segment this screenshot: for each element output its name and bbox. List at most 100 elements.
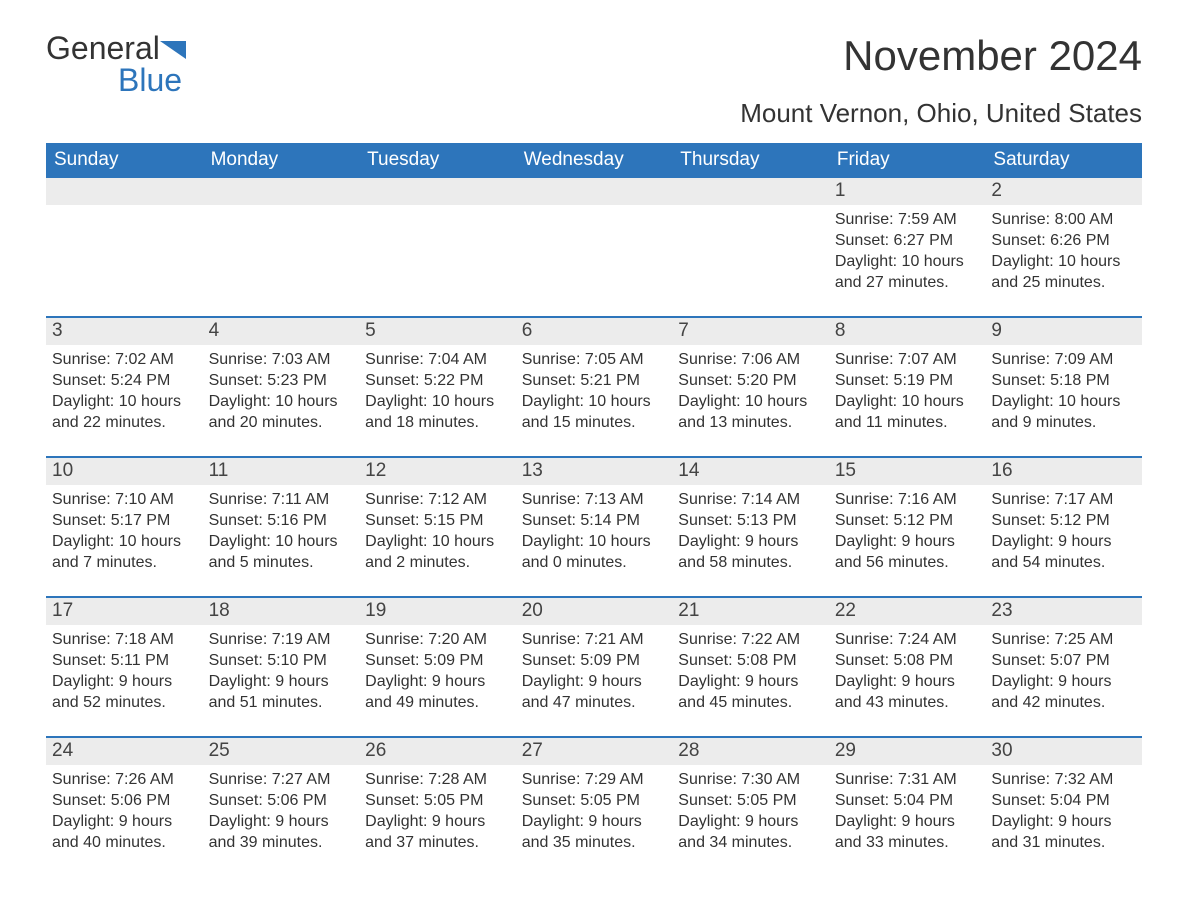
day-number-empty	[46, 178, 203, 205]
day-body: Sunrise: 7:03 AMSunset: 5:23 PMDaylight:…	[203, 345, 360, 439]
month-title: November 2024	[740, 32, 1142, 80]
day-number: 13	[516, 458, 673, 485]
day-body: Sunrise: 7:02 AMSunset: 5:24 PMDaylight:…	[46, 345, 203, 439]
day-number: 12	[359, 458, 516, 485]
day-body: Sunrise: 7:17 AMSunset: 5:12 PMDaylight:…	[985, 485, 1142, 579]
weekday-header: Thursday	[672, 143, 829, 178]
sunset-line: Sunset: 5:16 PM	[209, 510, 354, 531]
day-number: 28	[672, 738, 829, 765]
weekday-header: Tuesday	[359, 143, 516, 178]
sunrise-line: Sunrise: 7:22 AM	[678, 629, 823, 650]
sunrise-line: Sunrise: 7:06 AM	[678, 349, 823, 370]
day-number-empty	[359, 178, 516, 205]
day-body: Sunrise: 7:21 AMSunset: 5:09 PMDaylight:…	[516, 625, 673, 719]
daylight-line: Daylight: 9 hours and 33 minutes.	[835, 811, 980, 853]
day-body: Sunrise: 7:59 AMSunset: 6:27 PMDaylight:…	[829, 205, 986, 299]
daylight-line: Daylight: 10 hours and 7 minutes.	[52, 531, 197, 573]
daylight-line: Daylight: 10 hours and 20 minutes.	[209, 391, 354, 433]
sunset-line: Sunset: 5:18 PM	[991, 370, 1136, 391]
daylight-line: Daylight: 10 hours and 18 minutes.	[365, 391, 510, 433]
day-cell: 13Sunrise: 7:13 AMSunset: 5:14 PMDayligh…	[516, 458, 673, 596]
sunrise-line: Sunrise: 7:18 AM	[52, 629, 197, 650]
sunrise-line: Sunrise: 7:31 AM	[835, 769, 980, 790]
day-cell: 10Sunrise: 7:10 AMSunset: 5:17 PMDayligh…	[46, 458, 203, 596]
day-body: Sunrise: 7:18 AMSunset: 5:11 PMDaylight:…	[46, 625, 203, 719]
daylight-line: Daylight: 9 hours and 39 minutes.	[209, 811, 354, 853]
daylight-line: Daylight: 10 hours and 0 minutes.	[522, 531, 667, 573]
daylight-line: Daylight: 9 hours and 42 minutes.	[991, 671, 1136, 713]
sunset-line: Sunset: 5:04 PM	[991, 790, 1136, 811]
title-block: November 2024 Mount Vernon, Ohio, United…	[740, 32, 1142, 129]
page-header: General Blue November 2024 Mount Vernon,…	[46, 32, 1142, 129]
day-cell: 22Sunrise: 7:24 AMSunset: 5:08 PMDayligh…	[829, 598, 986, 736]
day-number: 30	[985, 738, 1142, 765]
sunrise-line: Sunrise: 7:19 AM	[209, 629, 354, 650]
daylight-line: Daylight: 9 hours and 49 minutes.	[365, 671, 510, 713]
sunrise-line: Sunrise: 7:10 AM	[52, 489, 197, 510]
day-body: Sunrise: 7:05 AMSunset: 5:21 PMDaylight:…	[516, 345, 673, 439]
day-cell: 28Sunrise: 7:30 AMSunset: 5:05 PMDayligh…	[672, 738, 829, 876]
sunrise-line: Sunrise: 7:32 AM	[991, 769, 1136, 790]
day-number: 14	[672, 458, 829, 485]
day-body: Sunrise: 8:00 AMSunset: 6:26 PMDaylight:…	[985, 205, 1142, 299]
daylight-line: Daylight: 10 hours and 11 minutes.	[835, 391, 980, 433]
sunrise-line: Sunrise: 7:20 AM	[365, 629, 510, 650]
day-number: 25	[203, 738, 360, 765]
day-cell: 6Sunrise: 7:05 AMSunset: 5:21 PMDaylight…	[516, 318, 673, 456]
day-cell	[203, 178, 360, 316]
day-number: 19	[359, 598, 516, 625]
day-body: Sunrise: 7:31 AMSunset: 5:04 PMDaylight:…	[829, 765, 986, 859]
day-cell: 19Sunrise: 7:20 AMSunset: 5:09 PMDayligh…	[359, 598, 516, 736]
daylight-line: Daylight: 10 hours and 25 minutes.	[991, 251, 1136, 293]
sunset-line: Sunset: 5:22 PM	[365, 370, 510, 391]
day-cell: 15Sunrise: 7:16 AMSunset: 5:12 PMDayligh…	[829, 458, 986, 596]
day-cell: 8Sunrise: 7:07 AMSunset: 5:19 PMDaylight…	[829, 318, 986, 456]
sunset-line: Sunset: 5:24 PM	[52, 370, 197, 391]
day-cell: 27Sunrise: 7:29 AMSunset: 5:05 PMDayligh…	[516, 738, 673, 876]
daylight-line: Daylight: 9 hours and 52 minutes.	[52, 671, 197, 713]
daylight-line: Daylight: 9 hours and 45 minutes.	[678, 671, 823, 713]
day-body: Sunrise: 7:07 AMSunset: 5:19 PMDaylight:…	[829, 345, 986, 439]
day-number: 10	[46, 458, 203, 485]
sunset-line: Sunset: 5:05 PM	[365, 790, 510, 811]
sunset-line: Sunset: 5:23 PM	[209, 370, 354, 391]
day-number-empty	[516, 178, 673, 205]
daylight-line: Daylight: 9 hours and 31 minutes.	[991, 811, 1136, 853]
day-number: 2	[985, 178, 1142, 205]
day-cell: 23Sunrise: 7:25 AMSunset: 5:07 PMDayligh…	[985, 598, 1142, 736]
sunrise-line: Sunrise: 7:05 AM	[522, 349, 667, 370]
day-cell: 1Sunrise: 7:59 AMSunset: 6:27 PMDaylight…	[829, 178, 986, 316]
day-number: 27	[516, 738, 673, 765]
weekday-header: Friday	[829, 143, 986, 178]
day-body: Sunrise: 7:30 AMSunset: 5:05 PMDaylight:…	[672, 765, 829, 859]
sunrise-line: Sunrise: 7:07 AM	[835, 349, 980, 370]
day-body: Sunrise: 7:26 AMSunset: 5:06 PMDaylight:…	[46, 765, 203, 859]
sunrise-line: Sunrise: 7:30 AM	[678, 769, 823, 790]
day-number: 17	[46, 598, 203, 625]
day-body: Sunrise: 7:22 AMSunset: 5:08 PMDaylight:…	[672, 625, 829, 719]
sunset-line: Sunset: 6:26 PM	[991, 230, 1136, 251]
day-cell: 5Sunrise: 7:04 AMSunset: 5:22 PMDaylight…	[359, 318, 516, 456]
daylight-line: Daylight: 10 hours and 22 minutes.	[52, 391, 197, 433]
day-cell: 3Sunrise: 7:02 AMSunset: 5:24 PMDaylight…	[46, 318, 203, 456]
daylight-line: Daylight: 9 hours and 47 minutes.	[522, 671, 667, 713]
day-body: Sunrise: 7:29 AMSunset: 5:05 PMDaylight:…	[516, 765, 673, 859]
day-number: 1	[829, 178, 986, 205]
day-cell: 11Sunrise: 7:11 AMSunset: 5:16 PMDayligh…	[203, 458, 360, 596]
daylight-line: Daylight: 9 hours and 34 minutes.	[678, 811, 823, 853]
day-number: 16	[985, 458, 1142, 485]
sunset-line: Sunset: 5:08 PM	[678, 650, 823, 671]
day-body: Sunrise: 7:13 AMSunset: 5:14 PMDaylight:…	[516, 485, 673, 579]
weekday-header: Sunday	[46, 143, 203, 178]
day-body: Sunrise: 7:11 AMSunset: 5:16 PMDaylight:…	[203, 485, 360, 579]
daylight-line: Daylight: 9 hours and 40 minutes.	[52, 811, 197, 853]
day-cell: 29Sunrise: 7:31 AMSunset: 5:04 PMDayligh…	[829, 738, 986, 876]
day-number: 24	[46, 738, 203, 765]
day-number: 4	[203, 318, 360, 345]
sunrise-line: Sunrise: 7:16 AM	[835, 489, 980, 510]
sunset-line: Sunset: 5:10 PM	[209, 650, 354, 671]
day-cell: 18Sunrise: 7:19 AMSunset: 5:10 PMDayligh…	[203, 598, 360, 736]
daylight-line: Daylight: 9 hours and 37 minutes.	[365, 811, 510, 853]
day-number: 8	[829, 318, 986, 345]
day-body: Sunrise: 7:28 AMSunset: 5:05 PMDaylight:…	[359, 765, 516, 859]
